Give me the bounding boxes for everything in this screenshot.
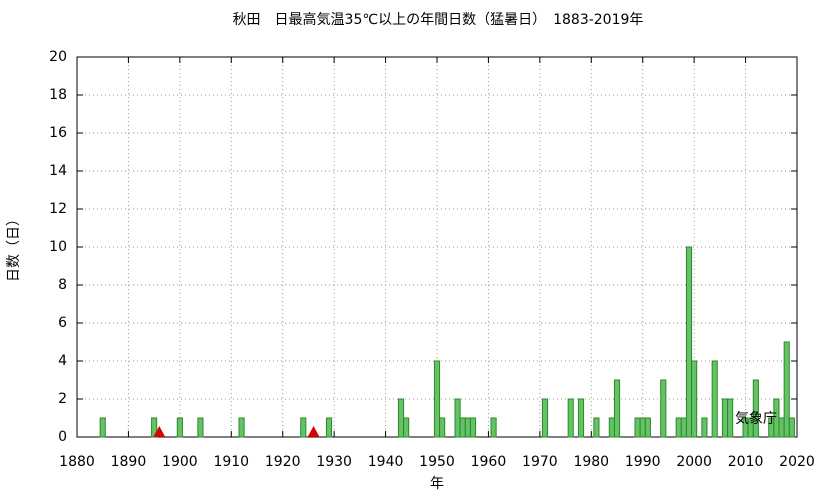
y-tick-label: 18	[49, 87, 67, 103]
x-tick-label: 1960	[471, 454, 507, 470]
x-tick-label: 2020	[779, 454, 815, 470]
bar	[788, 417, 795, 438]
x-tick-label: 2000	[676, 454, 712, 470]
bar	[680, 417, 687, 438]
bar	[639, 417, 646, 438]
y-tick-label: 20	[49, 49, 67, 65]
x-tick-label: 1890	[111, 454, 147, 470]
missing-marker	[153, 426, 166, 437]
bar	[439, 417, 446, 438]
y-tick-label: 12	[49, 201, 67, 217]
bar	[397, 398, 405, 438]
bar	[325, 417, 333, 438]
x-axis-label: 年	[430, 476, 444, 492]
y-tick-label: 16	[49, 125, 67, 141]
bar	[675, 417, 682, 438]
bar	[778, 417, 785, 438]
bar	[459, 417, 466, 438]
x-tick-label: 1950	[419, 454, 455, 470]
y-axis-label: 日数（日）	[6, 212, 22, 282]
bar	[433, 360, 441, 438]
y-tick-label: 2	[58, 391, 67, 407]
x-tick-label: 1970	[522, 454, 558, 470]
bar	[99, 417, 106, 438]
y-tick-label: 10	[49, 239, 67, 255]
bar	[593, 417, 600, 438]
y-tick-label: 0	[58, 429, 67, 445]
x-tick-label: 1900	[162, 454, 198, 470]
x-tick-label: 1920	[265, 454, 301, 470]
missing-marker	[307, 426, 320, 437]
bar	[567, 398, 574, 438]
bar	[721, 398, 729, 438]
bar	[608, 417, 615, 438]
bar	[176, 417, 183, 438]
bar	[727, 398, 734, 438]
bar	[469, 417, 477, 438]
bar	[660, 379, 667, 438]
bar	[783, 341, 790, 438]
bar	[403, 417, 410, 438]
y-tick-label: 8	[58, 277, 67, 293]
bar	[752, 379, 759, 438]
bar	[300, 417, 307, 438]
x-tick-label: 2010	[728, 454, 764, 470]
y-tick-label: 6	[58, 315, 67, 331]
bar	[490, 417, 497, 438]
bar	[685, 246, 693, 438]
y-tick-label: 14	[49, 163, 67, 179]
x-tick-label: 1940	[368, 454, 404, 470]
bar	[464, 417, 471, 438]
bar	[634, 417, 641, 438]
bar	[701, 417, 708, 438]
y-tick-label: 4	[58, 353, 67, 369]
bar	[711, 360, 718, 438]
bar	[541, 398, 549, 438]
x-tick-label: 1980	[573, 454, 609, 470]
x-tick-label: 1880	[59, 454, 95, 470]
bar	[613, 379, 621, 438]
bar	[197, 417, 204, 438]
annotation: 気象庁	[735, 411, 777, 427]
x-tick-label: 1930	[316, 454, 352, 470]
x-tick-label: 1990	[625, 454, 661, 470]
bar	[644, 417, 651, 438]
bar	[691, 360, 698, 438]
x-tick-label: 1910	[213, 454, 249, 470]
bar	[577, 398, 585, 438]
bar	[238, 417, 245, 438]
bar	[454, 398, 461, 438]
chart-title: 秋田 日最高気温35℃以上の年間日数（猛暑日） 1883-2019年	[233, 11, 644, 28]
